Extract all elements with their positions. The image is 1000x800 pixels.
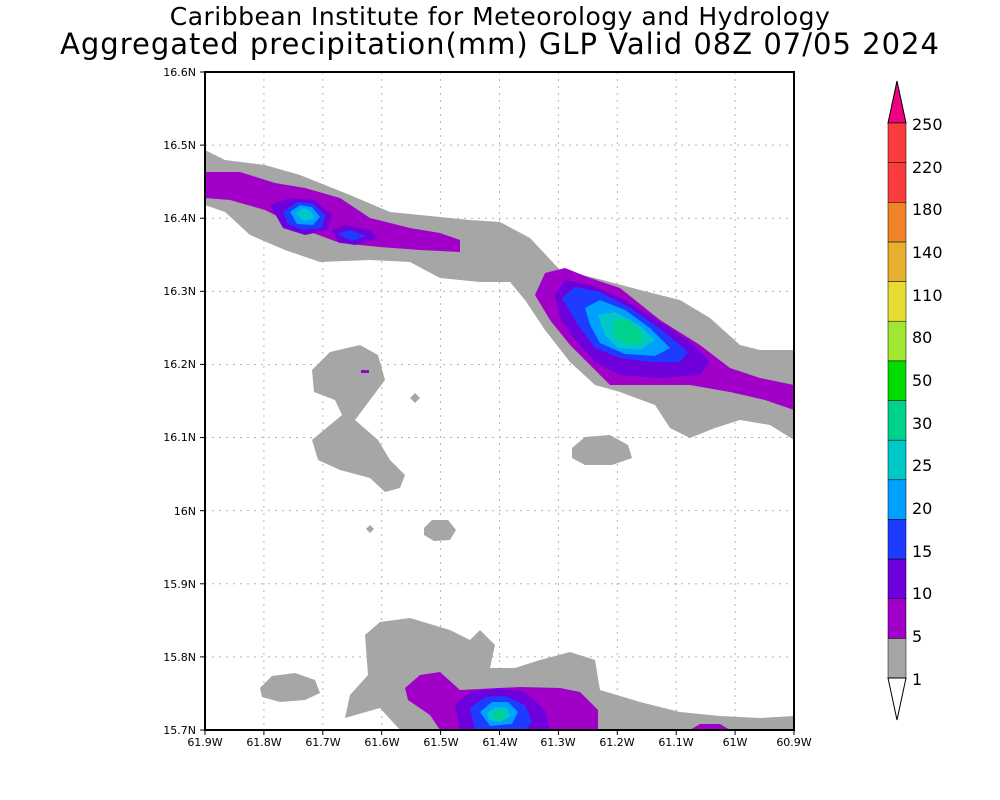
precip-area-nw-15b — [337, 230, 366, 241]
colorbar-swatch — [887, 202, 907, 243]
colorbar-label: 20 — [912, 499, 932, 518]
lon-tick-label: 61.5W — [423, 736, 458, 749]
precip-area-nw-25 — [296, 208, 314, 221]
lat-tick-label: 16.5N — [163, 139, 196, 152]
lon-tick-label: 61.2W — [599, 736, 634, 749]
colorbar-swatch — [887, 281, 907, 322]
colorbar-label: 110 — [912, 286, 943, 305]
institution-title: Caribbean Institute for Meteorology and … — [169, 2, 831, 31]
lon-tick-label: 61.3W — [540, 736, 575, 749]
lat-tick-label: 16.4N — [163, 212, 196, 225]
colorbar-label: 180 — [912, 200, 943, 219]
precip-30mm-contours — [493, 318, 645, 719]
colorbar-swatches — [887, 122, 907, 679]
colorbar-bottom-arrow — [887, 677, 907, 721]
colorbar-label: 220 — [912, 158, 943, 177]
precip-area-small-east — [572, 435, 632, 465]
lat-tick-label: 15.8N — [163, 651, 196, 664]
product-title: Aggregated precipitation(mm) GLP Valid 0… — [60, 27, 940, 61]
precip-area-small-center — [424, 520, 456, 541]
colorbar-label: 80 — [912, 328, 932, 347]
lat-tick-label: 16.3N — [163, 285, 196, 298]
colorbar-swatch — [887, 598, 907, 639]
precip-area-east-30 — [612, 318, 645, 345]
lon-tick-label: 61.8W — [246, 736, 281, 749]
precip-area-se-5 — [690, 724, 730, 730]
colorbar-label: 25 — [912, 456, 932, 475]
precip-area-south-30 — [493, 710, 506, 719]
axis-ticks — [200, 71, 795, 735]
colorbar-swatch — [887, 241, 907, 282]
colorbar-swatch — [887, 320, 907, 362]
precip-1mm-contours — [205, 150, 794, 730]
lon-tick-label: 61.1W — [658, 736, 693, 749]
lat-tick-label: 16.1N — [163, 431, 196, 444]
lon-tick-label: 61.6W — [364, 736, 399, 749]
precip-area-sw-blob — [260, 673, 320, 702]
colorbar-label: 5 — [912, 627, 922, 646]
lon-tick-label: 61.4W — [482, 736, 517, 749]
lat-tick-label: 15.7N — [163, 724, 196, 737]
colorbar-label: 10 — [912, 584, 932, 603]
precip-dash — [361, 370, 369, 373]
lon-tick-label: 61.9W — [187, 736, 222, 749]
precipitation-field — [205, 150, 794, 730]
colorbar-label: 1 — [912, 670, 922, 689]
lat-tick-label: 15.9N — [163, 578, 196, 591]
lon-tick-label: 61W — [723, 736, 748, 749]
colorbar-swatch — [887, 122, 907, 163]
colorbar-swatch — [887, 479, 907, 520]
colorbar-label: 15 — [912, 542, 932, 561]
colorbar-label: 140 — [912, 243, 943, 262]
precip-dot-2 — [366, 525, 374, 533]
colorbar-swatch — [887, 638, 907, 679]
colorbar-label: 250 — [912, 115, 943, 134]
colorbar-label: 30 — [912, 414, 932, 433]
colorbar-swatch — [887, 439, 907, 481]
colorbar-label: 50 — [912, 371, 932, 390]
colorbar: 1 5 10 15 20 25 30 50 80 110 140 180 220… — [887, 80, 943, 721]
colorbar-swatch — [887, 162, 907, 203]
lat-tick-label: 16N — [174, 505, 196, 518]
colorbar-swatch — [887, 400, 907, 441]
colorbar-swatch — [887, 558, 907, 599]
precip-area-nw-band-5 — [205, 172, 460, 252]
lon-tick-label: 61.7W — [305, 736, 340, 749]
lat-tick-label: 16.6N — [163, 66, 196, 79]
precip-dot-1 — [410, 393, 420, 403]
colorbar-top-arrow — [887, 80, 907, 124]
colorbar-swatch — [887, 360, 907, 401]
precip-area-central-west — [312, 345, 405, 492]
lat-tick-label: 16.2N — [163, 358, 196, 371]
colorbar-swatch — [887, 519, 907, 560]
lon-tick-label: 60.9W — [776, 736, 811, 749]
